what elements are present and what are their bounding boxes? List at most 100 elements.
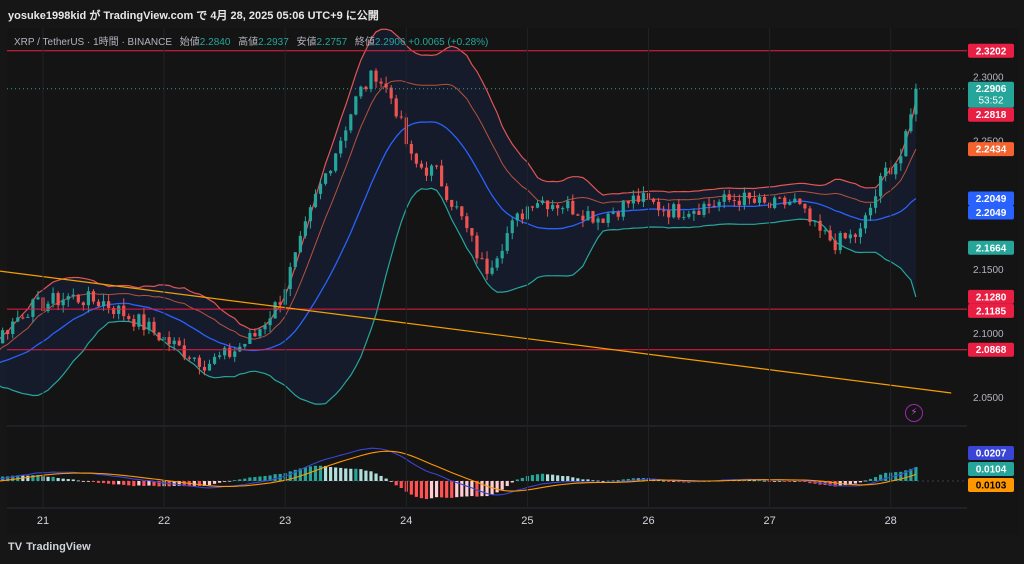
brand-name: TradingView [26,541,91,553]
macd-histogram-bar [858,481,863,483]
candle-body [596,218,600,223]
price-label-countdown: 53:52 [978,96,1003,107]
candle-body [61,299,65,306]
candle-body [899,156,903,164]
macd-histogram-bar [914,466,918,481]
macd-histogram-bar [576,478,580,481]
candle-body [808,208,812,222]
price-label-text: 2.1185 [976,306,1006,317]
main-pane [7,28,967,425]
candle-body [414,153,418,164]
candle-body [137,314,141,327]
x-tick-label: 22 [158,515,170,527]
time-axis: 21 22 23 24 25 26 27 28 [37,28,897,527]
macd-histogram-bar [112,481,116,485]
candle-body [187,357,191,359]
candle-body [823,230,827,232]
macd-histogram-bar [440,481,444,498]
x-tick-label: 28 [885,515,897,527]
candle-body [894,163,898,175]
candle-body [96,301,101,307]
candle-body [732,199,736,201]
price-label-box [968,342,1014,357]
macd-histogram-bar [662,480,666,482]
macd-histogram-bar [424,481,429,500]
candle-body [868,207,873,216]
macd-histogram-bar [91,481,96,482]
macd-histogram-bar [868,478,873,481]
macd-histogram-bar [631,478,635,481]
x-tick-label: 23 [279,515,291,527]
candles [1,68,918,376]
macd-histogram-bar [752,480,757,482]
candle-body [843,232,847,239]
candle-body [101,301,106,307]
macd-histogram-bar [243,478,247,481]
candle-body [117,305,121,314]
candle-body [757,197,762,203]
candle-body [384,83,388,88]
candle-body [626,200,630,204]
candle-body [112,307,116,314]
lightning-bolt-icon[interactable]: ⚡ [905,404,923,422]
macd-histogram-bar [212,481,217,484]
candle-body [36,297,40,300]
macd-label-box [968,446,1014,460]
low-value: 2.2757 [316,37,348,48]
candle-body [752,198,757,203]
candle-body [879,175,883,197]
candle-body [56,293,60,306]
candle-body [556,204,560,209]
candle-body [545,200,550,210]
candle-body [339,140,343,154]
macd-histogram-bar [551,474,555,481]
candle-body [293,252,297,268]
macd-histogram-bar [520,477,524,481]
macd-histogram-bar [399,481,403,488]
macd-histogram-bar [349,468,353,481]
candle-body [697,210,701,215]
candle-body [783,197,787,205]
candle-body [303,221,307,236]
candle-body [904,131,908,157]
candle-body [329,170,333,174]
macd-histogram-bar [66,479,70,481]
candle-body [374,70,378,82]
candle-body [505,233,509,251]
macd-histogram-bar [142,481,146,487]
price-label-box [968,240,1014,255]
macd-histogram-bar [833,481,837,487]
candle-body [858,228,863,237]
candle-body [500,250,504,259]
footer-brand: TV TradingView [8,541,91,553]
price-label-box [968,107,1014,122]
candle-body [86,291,91,306]
candle-body [636,195,641,202]
candle-body [561,208,565,210]
macd-histogram-bar [207,481,212,486]
macd-histogram-bar [561,475,565,481]
candle-body [394,98,398,117]
candle-body [788,201,792,205]
candle-body [253,333,257,337]
candle-body [662,210,666,212]
macd-histogram-bar [788,481,792,482]
candle-body [6,330,10,335]
candle-body [656,201,661,211]
macd-histogram-bar [339,467,343,481]
candle-body [717,201,721,206]
candle-body [218,355,222,357]
macd-histogram-bar [218,481,222,483]
candle-body [233,351,237,357]
macd-histogram-bar [429,481,434,499]
price-label-box [968,81,1014,108]
low-label: 安値 [296,37,317,48]
macd-histogram-bar [566,476,570,481]
candle-body [571,200,575,215]
candle-body [142,314,146,330]
macd-histogram-bar [238,479,242,481]
macd-label-text: 0.0104 [976,465,1007,476]
signal-line [0,450,917,492]
macd-histogram-bar [500,481,504,490]
